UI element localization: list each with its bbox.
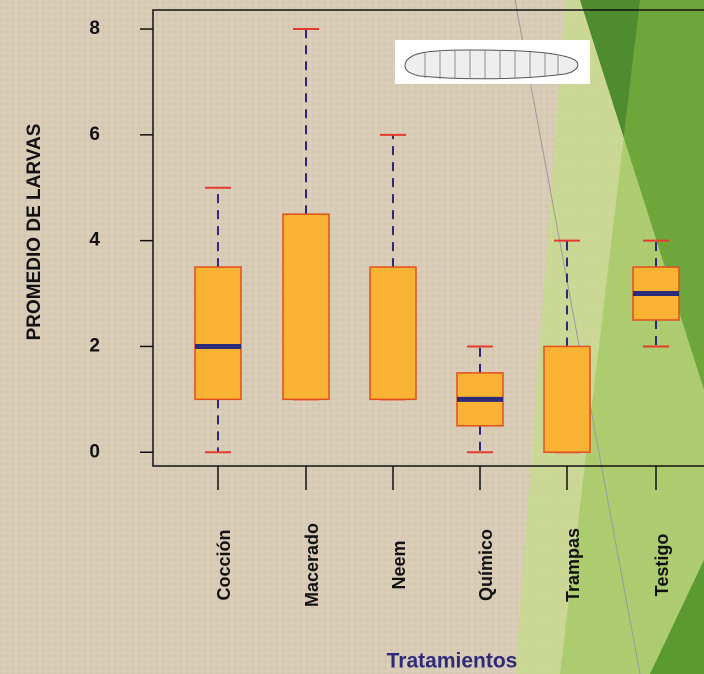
x-tick-label: Trampas — [563, 528, 583, 602]
box — [369, 266, 417, 401]
y-tick-label: 0 — [89, 441, 100, 462]
larva-illustration — [395, 40, 590, 84]
larva — [404, 49, 579, 80]
y-tick-label: 6 — [89, 124, 100, 145]
larva-segments — [424, 50, 559, 79]
decor-green-mid — [560, 0, 704, 674]
y-tick-label: 2 — [89, 335, 100, 356]
x-axis-title: Tratamientos — [387, 650, 518, 673]
y-tick-label: 8 — [89, 18, 100, 39]
box — [194, 266, 242, 401]
box — [543, 345, 591, 453]
plot-frame — [152, 9, 704, 467]
x-tick-label: Neem — [389, 540, 409, 589]
y-tick-label: 4 — [89, 230, 100, 251]
x-tick-label: Testigo — [652, 534, 672, 597]
decor-green-corner — [650, 560, 704, 674]
x-tick-label: Químico — [476, 529, 496, 601]
x-tick-label: Macerado — [302, 523, 322, 607]
box — [282, 213, 330, 401]
decor-line — [514, 0, 641, 674]
x-tick-label: Cocción — [214, 529, 234, 600]
y-axis-title: PROMEDIO DE LARVAS — [24, 124, 45, 341]
